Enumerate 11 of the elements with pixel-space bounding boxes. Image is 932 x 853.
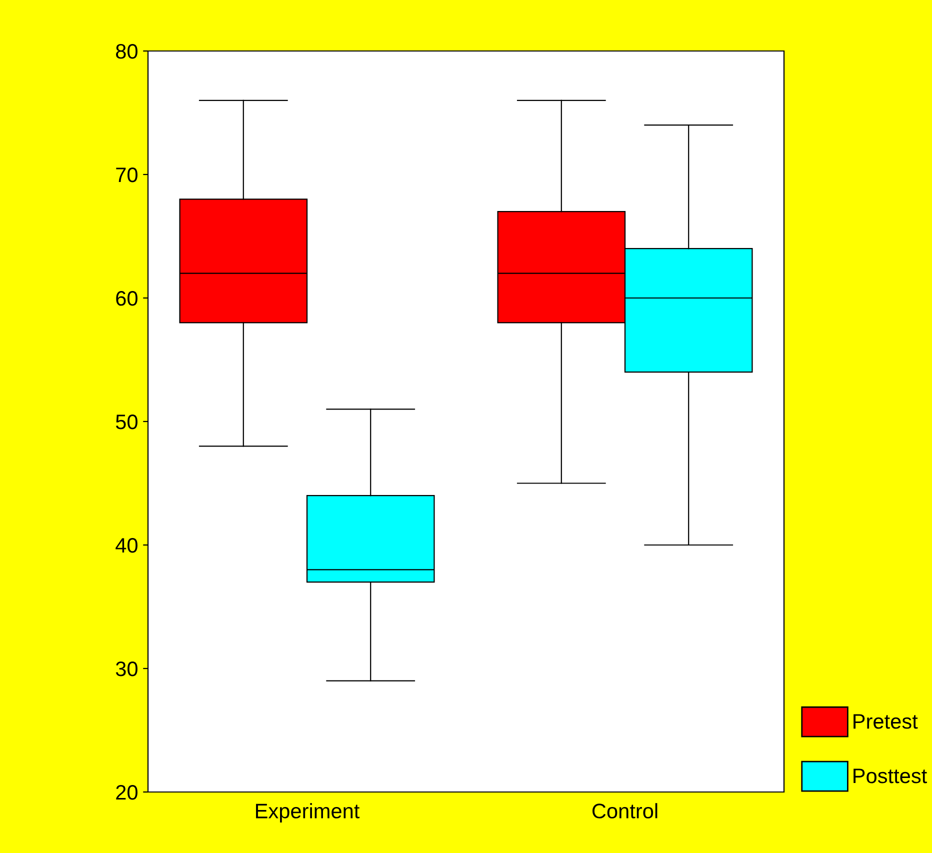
y-tick-label: 50 xyxy=(116,414,138,430)
y-tick-label: 30 xyxy=(116,662,138,676)
legend-label: Pretest xyxy=(854,714,918,729)
y-tick-label: 60 xyxy=(116,291,138,306)
y-tick-label: 40 xyxy=(116,538,138,553)
y-tick-label: 80 xyxy=(116,44,138,59)
legend-label: Posttest xyxy=(854,768,927,784)
x-tick-label: Control xyxy=(592,803,658,818)
y-tick-label: 70 xyxy=(116,168,138,182)
y-tick-label: 20 xyxy=(116,785,138,800)
x-tick-label: Experiment xyxy=(256,803,360,823)
